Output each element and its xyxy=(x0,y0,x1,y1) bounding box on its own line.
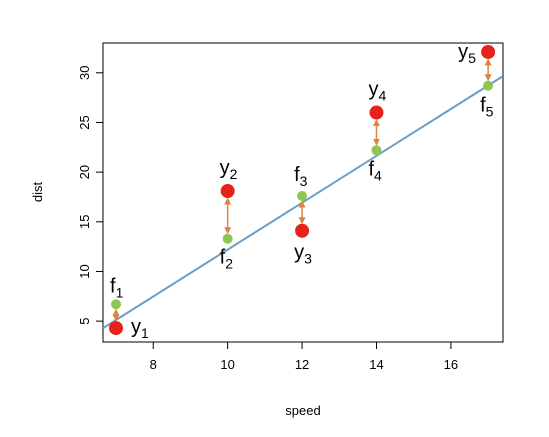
observed-point xyxy=(295,223,310,238)
point-labels: f1 y1 y2 f2 f3 y3 y4 f4 y5 f5 xyxy=(110,41,494,341)
fitted-point xyxy=(297,190,308,201)
x-tick-label: 12 xyxy=(295,357,309,372)
x-axis-label: speed xyxy=(285,403,320,418)
point-label: f5 xyxy=(480,95,494,120)
x-tick-label: 16 xyxy=(444,357,458,372)
point-label: y3 xyxy=(294,242,312,267)
observed-point xyxy=(220,184,235,199)
fitted-point xyxy=(222,233,233,244)
point-label: y5 xyxy=(458,41,476,66)
point-label: f4 xyxy=(368,158,382,183)
y-tick-label: 10 xyxy=(77,264,92,278)
y-tick-label: 15 xyxy=(77,215,92,229)
y-axis: 5 10 15 20 25 30 xyxy=(77,66,103,325)
data-series xyxy=(103,44,503,336)
fitted-point xyxy=(371,145,382,156)
x-tick-label: 10 xyxy=(220,357,234,372)
point-label: y1 xyxy=(131,316,149,341)
point-label: f3 xyxy=(294,164,308,189)
x-tick-label: 8 xyxy=(150,357,157,372)
fitted-point xyxy=(483,80,494,91)
x-axis: 8 10 12 14 16 xyxy=(150,342,458,372)
y-tick-label: 25 xyxy=(77,115,92,129)
observed-point xyxy=(481,44,496,59)
y-axis-label: dist xyxy=(30,181,45,202)
regression-line xyxy=(103,75,503,329)
point-label: y2 xyxy=(220,157,238,182)
y-tick-label: 20 xyxy=(77,165,92,179)
y-tick-label: 30 xyxy=(77,66,92,80)
y-tick-label: 5 xyxy=(77,318,92,325)
observed-point xyxy=(369,105,384,120)
point-label: f1 xyxy=(110,275,124,300)
x-tick-label: 14 xyxy=(369,357,383,372)
fitted-point xyxy=(111,299,122,310)
point-label: y4 xyxy=(368,79,386,104)
point-label: f2 xyxy=(220,247,234,272)
plot-frame xyxy=(102,42,504,343)
observed-point xyxy=(109,321,124,336)
